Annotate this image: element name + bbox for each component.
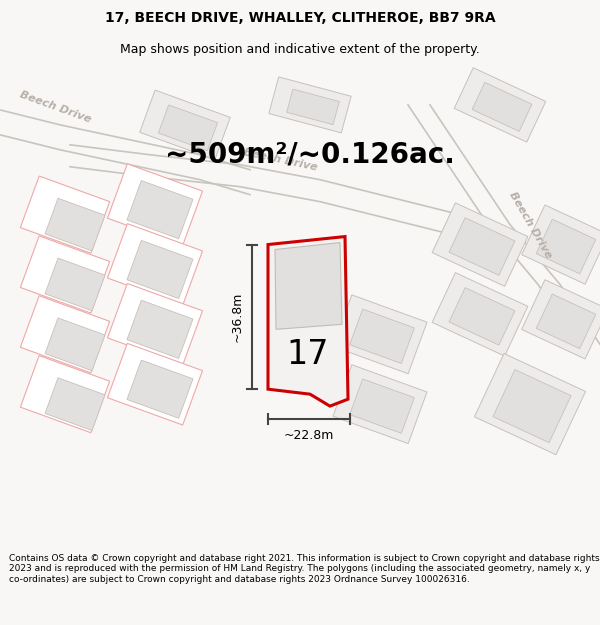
Polygon shape: [158, 105, 218, 151]
Polygon shape: [432, 203, 528, 286]
Polygon shape: [275, 242, 342, 329]
Polygon shape: [107, 164, 203, 246]
Polygon shape: [449, 217, 515, 275]
Text: 17, BEECH DRIVE, WHALLEY, CLITHEROE, BB7 9RA: 17, BEECH DRIVE, WHALLEY, CLITHEROE, BB7…: [104, 11, 496, 26]
Polygon shape: [333, 365, 427, 444]
Polygon shape: [269, 77, 351, 133]
Text: Contains OS data © Crown copyright and database right 2021. This information is : Contains OS data © Crown copyright and d…: [9, 554, 599, 584]
Text: Beech Drive: Beech Drive: [507, 189, 553, 259]
Text: Map shows position and indicative extent of the property.: Map shows position and indicative extent…: [120, 42, 480, 56]
Polygon shape: [333, 295, 427, 374]
Polygon shape: [20, 356, 110, 432]
Polygon shape: [268, 236, 348, 406]
Text: Beech Drive: Beech Drive: [242, 147, 318, 173]
Polygon shape: [536, 219, 596, 274]
Text: 17: 17: [287, 338, 329, 371]
Polygon shape: [127, 241, 193, 299]
Polygon shape: [20, 176, 110, 253]
Polygon shape: [127, 360, 193, 418]
Polygon shape: [127, 181, 193, 239]
Text: Beech Drive: Beech Drive: [18, 89, 92, 124]
Polygon shape: [45, 258, 105, 311]
Polygon shape: [287, 89, 339, 124]
Polygon shape: [140, 90, 230, 159]
Polygon shape: [350, 309, 415, 364]
Polygon shape: [107, 284, 203, 365]
Polygon shape: [475, 354, 586, 455]
Polygon shape: [493, 369, 571, 442]
Text: ~22.8m: ~22.8m: [284, 429, 334, 442]
Polygon shape: [454, 68, 546, 142]
Polygon shape: [521, 205, 600, 284]
Polygon shape: [449, 288, 515, 345]
Polygon shape: [45, 318, 105, 371]
Polygon shape: [472, 82, 532, 131]
Polygon shape: [432, 272, 528, 356]
Polygon shape: [20, 296, 110, 373]
Text: ~509m²/~0.126ac.: ~509m²/~0.126ac.: [165, 141, 455, 169]
Polygon shape: [350, 379, 415, 433]
Polygon shape: [20, 236, 110, 313]
Polygon shape: [45, 198, 105, 251]
Polygon shape: [536, 294, 596, 349]
Polygon shape: [107, 224, 203, 306]
Polygon shape: [45, 378, 105, 431]
Text: ~36.8m: ~36.8m: [231, 292, 244, 342]
Polygon shape: [521, 280, 600, 359]
Polygon shape: [127, 300, 193, 358]
Polygon shape: [107, 343, 203, 425]
